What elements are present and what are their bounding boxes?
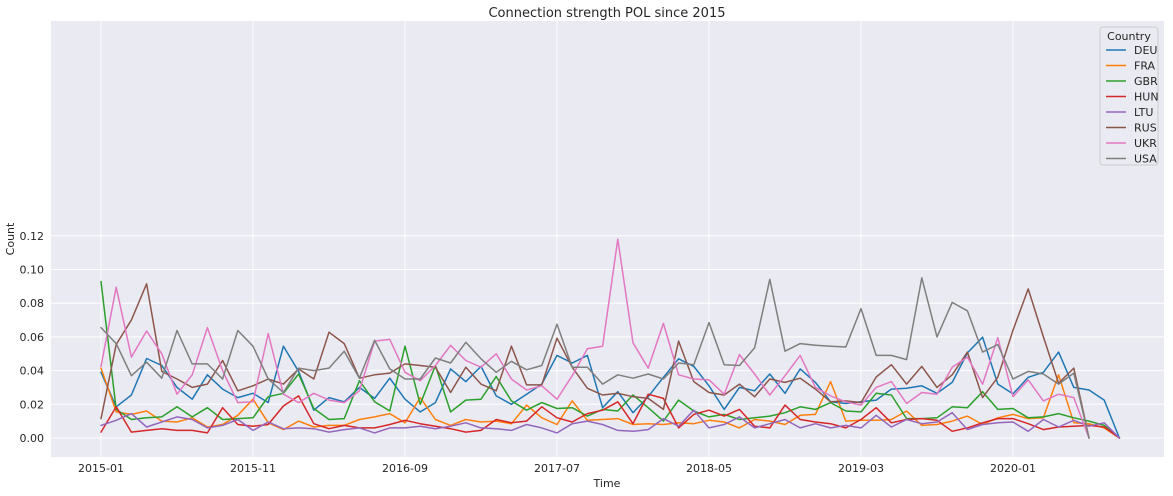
series-line-usa xyxy=(100,277,1090,439)
series-line-ltu xyxy=(100,409,1121,439)
legend-label-deu: DEU xyxy=(1134,44,1157,57)
plot-background xyxy=(51,21,1164,457)
series-line-rus xyxy=(100,283,1090,439)
series-line-ukr xyxy=(100,238,1090,439)
x-axis-title: Time xyxy=(593,477,621,490)
legend-label-fra: FRA xyxy=(1134,60,1156,73)
y-tick-label: 0.02 xyxy=(20,398,45,411)
y-tick-label: 0.10 xyxy=(20,264,45,277)
y-tick-label: 0.00 xyxy=(20,432,45,445)
legend-label-ltu: LTU xyxy=(1134,106,1153,119)
series-line-deu xyxy=(100,336,1121,439)
x-tick-label: 2016-09 xyxy=(382,462,428,475)
y-tick-label: 0.06 xyxy=(20,331,45,344)
legend-title: Country xyxy=(1107,30,1151,43)
legend-label-rus: RUS xyxy=(1134,122,1157,135)
x-tick-label: 2018-05 xyxy=(686,462,732,475)
x-tick-label: 2020-01 xyxy=(990,462,1036,475)
x-tick-label: 2015-11 xyxy=(230,462,276,475)
y-axis-title: Count xyxy=(4,222,17,255)
gridlines xyxy=(51,21,1164,457)
y-tick-label: 0.04 xyxy=(20,365,45,378)
y-tick-labels: 0.00 0.02 0.04 0.06 0.08 0.10 0.12 xyxy=(20,230,45,445)
x-tick-label: 2017-07 xyxy=(534,462,580,475)
legend-box xyxy=(1099,26,1159,166)
x-tick-labels: 2015-01 2015-11 2016-09 2017-07 2018-05 2019-… xyxy=(78,462,1036,475)
series-line-hun xyxy=(100,393,1121,439)
legend-label-gbr: GBR xyxy=(1134,75,1158,88)
y-tick-label: 0.12 xyxy=(20,230,45,243)
y-tick-label: 0.08 xyxy=(20,297,45,310)
legend: Country DEU FRA GBR HUN LTU RUS UKR USA xyxy=(1099,26,1159,166)
chart-title: Connection strength POL since 2015 xyxy=(488,6,725,21)
legend-label-usa: USA xyxy=(1134,153,1157,166)
x-tick-label: 2019-03 xyxy=(838,462,884,475)
legend-label-ukr: UKR xyxy=(1134,137,1157,150)
legend-label-hun: HUN xyxy=(1134,91,1159,104)
series-lines xyxy=(100,238,1121,439)
x-tick-label: 2015-01 xyxy=(78,462,124,475)
series-line-gbr xyxy=(100,280,1121,439)
